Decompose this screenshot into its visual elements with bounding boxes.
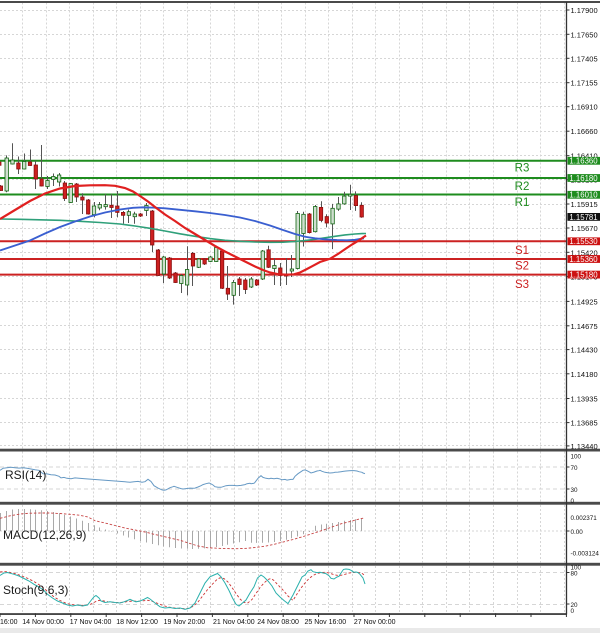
svg-text:19 Nov 20:00: 19 Nov 20:00 bbox=[164, 619, 206, 626]
svg-text:1.16660: 1.16660 bbox=[571, 127, 598, 136]
svg-text:1.16360: 1.16360 bbox=[569, 157, 598, 166]
svg-text:21 Nov 04:00: 21 Nov 04:00 bbox=[213, 619, 255, 626]
svg-text:27 Nov 00:00: 27 Nov 00:00 bbox=[354, 619, 396, 626]
svg-text:S2: S2 bbox=[515, 261, 529, 273]
svg-text:1.16010: 1.16010 bbox=[569, 191, 598, 200]
svg-text:1.15530: 1.15530 bbox=[569, 237, 598, 246]
svg-text:1.13440: 1.13440 bbox=[571, 442, 598, 451]
svg-text:S3: S3 bbox=[515, 279, 529, 291]
svg-text:R2: R2 bbox=[515, 181, 530, 193]
svg-text:100: 100 bbox=[571, 454, 582, 461]
svg-text:1.15915: 1.15915 bbox=[571, 200, 598, 209]
svg-text:70: 70 bbox=[571, 465, 579, 472]
svg-text:1.16180: 1.16180 bbox=[569, 174, 598, 183]
svg-text:18 Nov 12:00: 18 Nov 12:00 bbox=[116, 619, 158, 626]
svg-text:R3: R3 bbox=[515, 163, 530, 175]
svg-text:1.15781: 1.15781 bbox=[569, 213, 597, 222]
svg-text:1.13685: 1.13685 bbox=[571, 419, 598, 428]
svg-text:1.14180: 1.14180 bbox=[571, 370, 598, 379]
svg-text:1.17405: 1.17405 bbox=[571, 54, 598, 63]
svg-text:1.15670: 1.15670 bbox=[571, 224, 598, 233]
svg-text:1.16910: 1.16910 bbox=[571, 103, 598, 112]
svg-text:1.14430: 1.14430 bbox=[571, 346, 598, 355]
svg-text:17 Nov 04:00: 17 Nov 04:00 bbox=[70, 619, 112, 626]
svg-text:24 Nov 08:00: 24 Nov 08:00 bbox=[257, 619, 299, 626]
svg-text:25 Nov 16:00: 25 Nov 16:00 bbox=[304, 619, 346, 626]
svg-text:1.13935: 1.13935 bbox=[571, 395, 598, 404]
svg-text:S1: S1 bbox=[515, 245, 529, 257]
svg-text:Stoch(9,6,3): Stoch(9,6,3) bbox=[3, 583, 68, 597]
svg-text:RSI(14): RSI(14) bbox=[5, 468, 46, 482]
svg-text:1.17650: 1.17650 bbox=[571, 30, 598, 39]
svg-text:0: 0 bbox=[571, 498, 575, 505]
svg-text:1.17155: 1.17155 bbox=[571, 79, 598, 88]
svg-text:1.15360: 1.15360 bbox=[569, 255, 598, 264]
svg-text:1.14675: 1.14675 bbox=[571, 322, 598, 331]
svg-text:16:00: 16:00 bbox=[0, 619, 18, 626]
svg-text:0: 0 bbox=[571, 608, 575, 615]
svg-text:-0.003124: -0.003124 bbox=[571, 551, 600, 558]
svg-text:30: 30 bbox=[571, 487, 579, 494]
svg-text:1.17900: 1.17900 bbox=[571, 6, 598, 15]
svg-text:MACD(12,26,9): MACD(12,26,9) bbox=[3, 528, 86, 542]
svg-text:80: 80 bbox=[571, 571, 579, 578]
svg-text:14 Nov 00:00: 14 Nov 00:00 bbox=[22, 619, 64, 626]
svg-text:1.14925: 1.14925 bbox=[571, 297, 598, 306]
svg-text:0.00: 0.00 bbox=[571, 529, 584, 536]
svg-text:R1: R1 bbox=[515, 197, 530, 209]
svg-text:1.15180: 1.15180 bbox=[569, 271, 598, 280]
svg-text:0.002371: 0.002371 bbox=[571, 515, 598, 522]
